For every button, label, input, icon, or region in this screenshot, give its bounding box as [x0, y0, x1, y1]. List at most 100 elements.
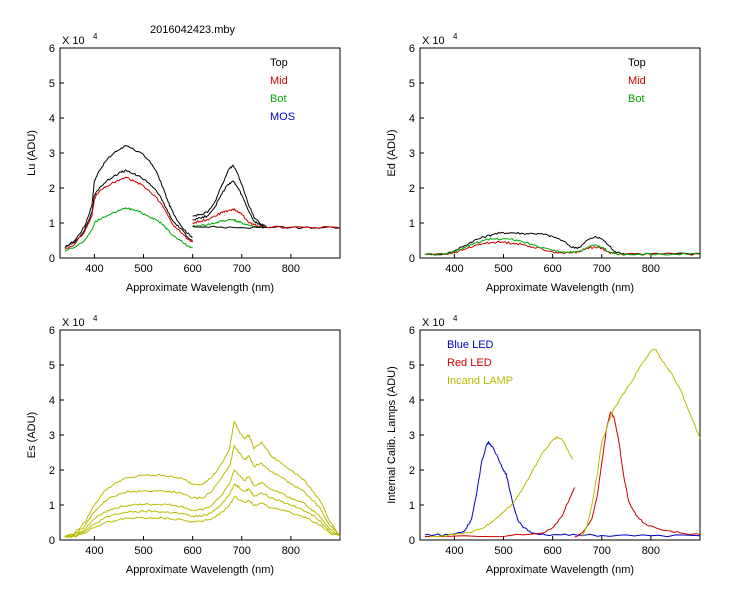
- panel-ed: 0 1 2 3 4 5 6 400 500 600 700 800 X 10 4 Approximate W…: [386, 32, 701, 294]
- y-tick-label: 6: [409, 325, 415, 337]
- series-line-mid: [64, 176, 194, 250]
- page-title: 2016042423.mby: [150, 24, 236, 36]
- x-tick-label: 600: [543, 263, 561, 275]
- plot-frame: [59, 329, 341, 541]
- legend-top: Top: [628, 57, 646, 69]
- y-tick-label: 0: [49, 253, 55, 265]
- y-tick-label: 0: [409, 253, 415, 265]
- x-axis-label: Approximate Wavelength (nm): [126, 282, 274, 294]
- series-line-baseline-mid: [266, 225, 341, 230]
- panel-es: 0 1 2 3 4 5 6 400 500 600 700 800 X 10 4 Approximate W…: [26, 314, 341, 576]
- x-tick-label: 600: [183, 263, 201, 275]
- x-tick-label: 800: [282, 545, 300, 557]
- x-axis-label: Approximate Wavelength (nm): [126, 564, 274, 576]
- series-line-mid: [192, 208, 267, 229]
- x-tick-label: 400: [85, 263, 103, 275]
- y-axis-label: Ed (ADU): [386, 129, 398, 176]
- x-tick-label: 700: [233, 263, 251, 275]
- legend-mid: Mid: [628, 75, 646, 87]
- y-tick-label: 3: [409, 148, 415, 160]
- series-line-red-led: [574, 410, 701, 538]
- y-tick-label: 5: [409, 78, 415, 90]
- series-line-bot: [64, 206, 193, 252]
- y-tick-label: 3: [49, 430, 55, 442]
- series-line-incand-lamp: [429, 435, 573, 538]
- series-line-top: [192, 164, 267, 228]
- series-line-incand-lamp: [581, 348, 701, 537]
- x-tick-label: 700: [233, 545, 251, 557]
- series-line-top: [64, 144, 193, 248]
- x-tick-label: 800: [642, 545, 660, 557]
- y-tick-label: 4: [49, 113, 55, 125]
- series-line-red-led: [424, 487, 576, 538]
- exponent-label: X 10: [422, 35, 445, 47]
- y-axis-label: Internal Calib. Lamps (ADU): [386, 366, 398, 504]
- exponent-power: 4: [453, 314, 458, 323]
- x-tick-label: 500: [494, 263, 512, 275]
- x-tick-label: 500: [134, 263, 152, 275]
- x-tick-label: 500: [494, 545, 512, 557]
- series-line-es-1: [64, 420, 341, 537]
- x-tick-label: 800: [642, 263, 660, 275]
- y-tick-label: 4: [49, 395, 55, 407]
- legend-bot: Bot: [270, 93, 287, 105]
- x-tick-label: 600: [543, 545, 561, 557]
- x-tick-label: 400: [445, 263, 463, 275]
- legend-bot: Bot: [628, 93, 645, 105]
- exponent-label: X 10: [422, 317, 445, 329]
- y-tick-label: 2: [409, 183, 415, 195]
- y-tick-label: 5: [49, 78, 55, 90]
- plot-frame: [419, 47, 701, 259]
- legend-red-led: Red LED: [447, 357, 492, 369]
- y-axis-label: Lu (ADU): [26, 130, 38, 176]
- x-tick-label: 800: [282, 263, 300, 275]
- panel-lu: 0 1 2 3 4 5 6 400 500 600 700 800 X 10 4 Approximate W…: [26, 32, 341, 294]
- y-tick-label: 0: [49, 535, 55, 547]
- y-tick-label: 6: [409, 43, 415, 55]
- x-tick-label: 700: [593, 263, 611, 275]
- legend-mos: MOS: [270, 111, 295, 123]
- y-tick-label: 6: [49, 43, 55, 55]
- y-tick-label: 1: [409, 218, 415, 230]
- exponent-power: 4: [453, 32, 458, 41]
- series-line-es-4: [64, 483, 341, 538]
- exponent-label: X 10: [62, 317, 85, 329]
- y-tick-label: 2: [49, 465, 55, 477]
- y-tick-label: 5: [49, 360, 55, 372]
- y-tick-label: 1: [49, 218, 55, 230]
- legend-mid: Mid: [270, 75, 288, 87]
- x-tick-label: 600: [183, 545, 201, 557]
- x-tick-label: 400: [445, 545, 463, 557]
- series-line-es-2: [64, 443, 341, 537]
- x-tick-label: 400: [85, 545, 103, 557]
- series-line-blue-led: [424, 440, 701, 538]
- exponent-power: 4: [93, 314, 98, 323]
- series-line-top: [424, 231, 701, 256]
- x-tick-label: 500: [134, 545, 152, 557]
- y-axis-label: Es (ADU): [26, 412, 38, 458]
- y-tick-label: 3: [49, 148, 55, 160]
- legend-top: Top: [270, 57, 288, 69]
- series-line-top-b: [192, 180, 267, 228]
- exponent-label: X 10: [62, 35, 85, 47]
- y-tick-label: 4: [409, 113, 415, 125]
- series-line-es-5: [64, 495, 341, 539]
- y-tick-label: 6: [49, 325, 55, 337]
- legend-incand-lamp: Incand LAMP: [447, 375, 513, 387]
- legend-blue-led: Blue LED: [447, 339, 494, 351]
- y-tick-label: 0: [409, 535, 415, 547]
- y-tick-label: 5: [409, 360, 415, 372]
- x-tick-label: 700: [593, 545, 611, 557]
- series-line-bot: [424, 237, 701, 256]
- x-axis-label: Approximate Wavelength (nm): [486, 564, 634, 576]
- y-tick-label: 3: [409, 430, 415, 442]
- y-tick-label: 4: [409, 395, 415, 407]
- x-axis-label: Approximate Wavelength (nm): [486, 282, 634, 294]
- y-tick-label: 2: [49, 183, 55, 195]
- panel-lamps: 0 1 2 3 4 5 6 400 500 600 700 800 X 10 4 Approximate W…: [386, 314, 701, 576]
- exponent-power: 4: [93, 32, 98, 41]
- y-tick-label: 1: [409, 500, 415, 512]
- y-tick-label: 1: [49, 500, 55, 512]
